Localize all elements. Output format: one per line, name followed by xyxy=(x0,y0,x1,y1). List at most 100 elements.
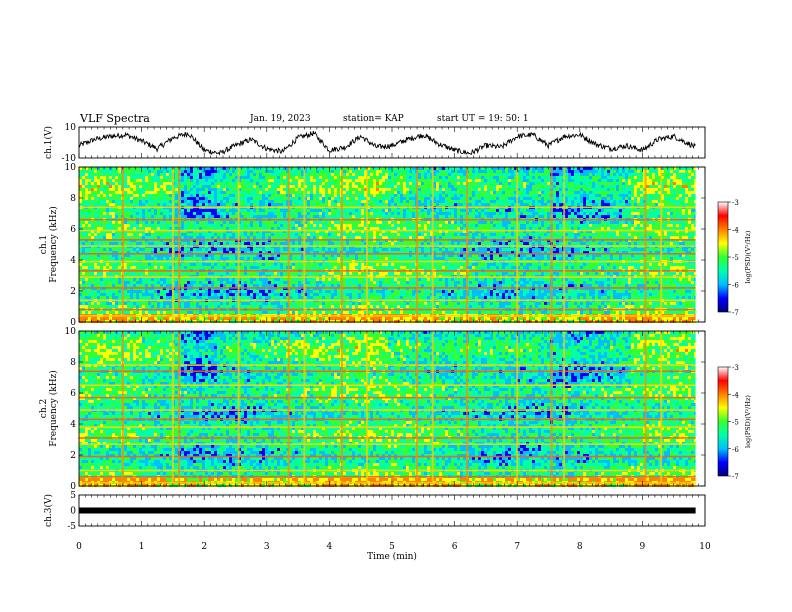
spectrogram-cell xyxy=(310,170,313,173)
spectrogram-cell xyxy=(94,188,97,191)
spectrogram-cell xyxy=(190,197,193,200)
spectrogram-cell xyxy=(127,221,130,224)
spectrogram-cell xyxy=(679,209,682,212)
spectrogram-cell xyxy=(571,194,574,197)
spectrogram-cell xyxy=(481,203,484,206)
spectrogram-cell xyxy=(571,185,574,188)
spectrogram-cell xyxy=(253,179,256,182)
spectrogram-cell xyxy=(502,221,505,224)
spectrogram-cell xyxy=(409,182,412,185)
spectrogram-cell xyxy=(133,236,136,239)
spectrogram-cell xyxy=(583,194,586,197)
spectrogram-cell xyxy=(211,194,214,197)
spectrogram-cell xyxy=(313,200,316,203)
spectrogram-cell xyxy=(175,179,178,182)
spectrogram-cell xyxy=(424,221,427,224)
spectrogram-cell xyxy=(211,236,214,239)
spectrogram-cell xyxy=(325,200,328,203)
spectrogram-cell xyxy=(226,200,229,203)
spectrogram-cell xyxy=(169,203,172,206)
spectrogram-cell xyxy=(331,224,334,227)
spectrogram-cell xyxy=(463,215,466,218)
ch1-signal-line xyxy=(79,131,696,154)
spectrogram-cell xyxy=(169,170,172,173)
spectrogram-cell xyxy=(454,173,457,176)
spectrogram-cell xyxy=(244,176,247,179)
spectrogram-cell xyxy=(412,221,415,224)
spectrogram-cell xyxy=(307,179,310,182)
spectrogram-cell xyxy=(127,188,130,191)
spectrogram-cell xyxy=(583,212,586,215)
spectrogram-cell xyxy=(262,212,265,215)
spectrogram-cell xyxy=(598,191,601,194)
spectrogram-cell xyxy=(325,212,328,215)
spectrogram-cell xyxy=(673,227,676,230)
spectrogram-cell xyxy=(118,179,121,182)
spectrogram-cell xyxy=(568,188,571,191)
spectrogram-cell xyxy=(211,173,214,176)
spectrogram-cell xyxy=(352,185,355,188)
spectrogram-cell xyxy=(559,176,562,179)
spectrogram-cell xyxy=(580,221,583,224)
spectrogram-cell xyxy=(352,215,355,218)
spectrogram-cell xyxy=(484,212,487,215)
spectrogram-cell xyxy=(403,197,406,200)
spectrogram-cell xyxy=(532,200,535,203)
spectrogram-cell xyxy=(250,224,253,227)
spectrogram-cell xyxy=(133,182,136,185)
spectrogram-cell xyxy=(106,185,109,188)
spectrogram-cell xyxy=(685,191,688,194)
spectrogram-cell xyxy=(529,209,532,212)
spectrogram-cell xyxy=(187,176,190,179)
spectrogram-cell xyxy=(346,179,349,182)
spectrogram-cell xyxy=(274,188,277,191)
spectrogram-cell xyxy=(580,233,583,236)
spectrogram-cell xyxy=(136,236,139,239)
spectrogram-cell xyxy=(358,227,361,230)
spectrogram-cell xyxy=(586,233,589,236)
spectrogram-cell xyxy=(247,215,250,218)
spectrogram-cell xyxy=(427,203,430,206)
spectrogram-cell xyxy=(208,182,211,185)
spectrogram-cell xyxy=(184,170,187,173)
spectrogram-cell xyxy=(217,170,220,173)
spectrogram-cell xyxy=(271,203,274,206)
spectrogram-cell xyxy=(493,188,496,191)
spectrogram-cell xyxy=(628,170,631,173)
spectrogram-cell xyxy=(187,221,190,224)
spectrogram-cell xyxy=(472,209,475,212)
spectrogram-cell xyxy=(142,188,145,191)
spectrogram-cell xyxy=(100,233,103,236)
spectrogram-cell xyxy=(265,221,268,224)
spectrogram-cell xyxy=(634,221,637,224)
spectrogram-cell xyxy=(673,182,676,185)
spectrogram-cell xyxy=(634,173,637,176)
spectrogram-cell xyxy=(268,203,271,206)
spectrogram-cell xyxy=(664,227,667,230)
spectrogram-cell xyxy=(664,173,667,176)
spectrogram-cell xyxy=(91,233,94,236)
spectrogram-cell xyxy=(592,179,595,182)
spectrogram-cell xyxy=(451,194,454,197)
spectrogram-cell xyxy=(637,173,640,176)
spectrogram-cell xyxy=(685,221,688,224)
spectrogram-cell xyxy=(586,170,589,173)
spectrogram-cell xyxy=(280,182,283,185)
spectrogram-cell xyxy=(247,173,250,176)
spectrogram-cell xyxy=(622,182,625,185)
spectrogram-cell xyxy=(382,215,385,218)
spectrogram-cell xyxy=(559,215,562,218)
spectrogram-cell xyxy=(181,194,184,197)
spectrogram-cell xyxy=(241,197,244,200)
spectrogram-cell xyxy=(682,203,685,206)
spectrogram-cell xyxy=(250,188,253,191)
spectrogram-cell xyxy=(109,188,112,191)
spectrogram-cell xyxy=(565,194,568,197)
spectrogram-cell xyxy=(601,227,604,230)
spectrogram-cell xyxy=(634,203,637,206)
spectrogram-cell xyxy=(220,197,223,200)
spectrogram-cell xyxy=(241,221,244,224)
spectrogram-cell xyxy=(619,227,622,230)
spectrogram-cell xyxy=(655,203,658,206)
spectrogram-cell xyxy=(91,200,94,203)
